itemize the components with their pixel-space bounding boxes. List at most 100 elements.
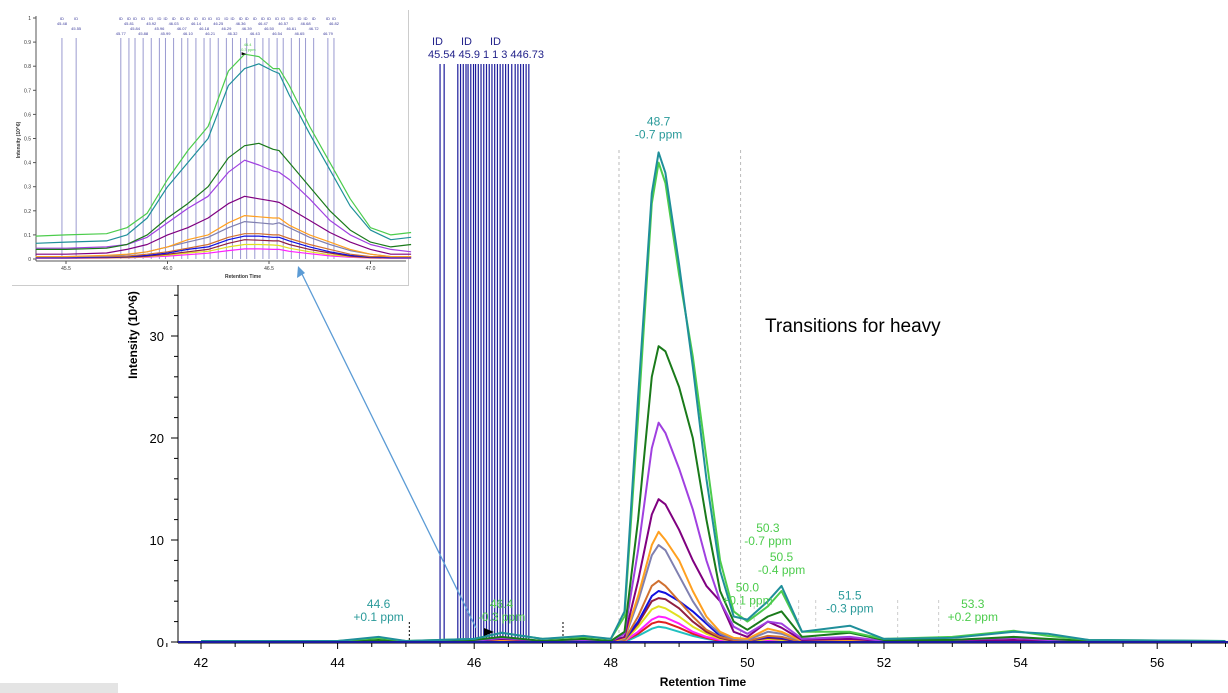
id-marker-label: 45.9 <box>459 49 480 61</box>
inset-id-time: 46.29 <box>221 26 232 31</box>
inset-series-line-8 <box>35 235 412 259</box>
peak-annotation: 50.3-0.7 ppm <box>744 521 791 548</box>
y-tick-label: 20 <box>150 431 164 446</box>
inset-id-time: 46.54 <box>272 31 283 36</box>
inset-id-label: ID <box>163 16 167 21</box>
transition-series-line-2 <box>201 345 1226 643</box>
peak-annotation: 50.0+0.1 ppm <box>722 580 772 607</box>
inset-id-label: ID <box>304 16 308 21</box>
inset-x-tick-label: 46.0 <box>163 266 173 272</box>
peak-ppm-label: -0.4 ppm <box>758 563 805 577</box>
inset-y-tick-label: 0.5 <box>24 137 31 143</box>
peak-ppm-label: +0.2 ppm <box>948 610 998 624</box>
inset-id-label: ID <box>224 16 228 21</box>
inset-id-label: ID <box>332 16 336 21</box>
id-marker-label: ID <box>490 36 501 48</box>
peak-annotation: 44.6+0.1 ppm <box>353 597 403 624</box>
x-tick-label: 52 <box>877 655 891 670</box>
inset-id-label: ID <box>74 16 78 21</box>
inset-id-time: 46.79 <box>323 31 334 36</box>
peak-annotation: 53.3+0.2 ppm <box>948 597 998 624</box>
id-marker-label: 446.73 <box>510 49 544 61</box>
peak-apex-marker <box>484 628 494 636</box>
inset-y-tick-label: 0.6 <box>24 112 31 118</box>
inset-id-time: 45.88 <box>138 31 149 36</box>
x-tick-label: 56 <box>1150 655 1164 670</box>
inset-y-tick-label: 0.1 <box>24 233 31 239</box>
inset-y-tick-label: 0.7 <box>24 88 31 94</box>
inset-id-label: ID <box>208 16 212 21</box>
callout-arrowhead-icon <box>297 266 305 278</box>
peak-ppm-label: -0.3 ppm <box>478 610 525 624</box>
inset-id-label: ID <box>127 16 131 21</box>
inset-apex-marker <box>241 52 247 56</box>
inset-id-label: ID <box>297 16 301 21</box>
inset-plot: 0 0.1 0.2 0.3 0.4 0.5 0.6 0.7 0.8 0.9 1 45.5 46.0 46.… <box>12 10 412 285</box>
callout-arrow-line <box>299 269 477 629</box>
inset-y-tick-label: 0.8 <box>24 64 31 70</box>
inset-series-line-1 <box>35 63 412 244</box>
inset-id-label: ID <box>186 16 190 21</box>
transition-series-line-0 <box>201 151 1226 642</box>
peak-ppm-label: -0.7 ppm <box>744 534 791 548</box>
inset-id-time: 46.61 <box>286 26 297 31</box>
inset-id-time: 46.07 <box>177 26 188 31</box>
inset-id-time: 46.36 <box>236 21 247 26</box>
inset-id-label: ID <box>245 16 249 21</box>
id-marker-label: 45.54 <box>428 49 456 61</box>
inset-id-label: ID <box>60 16 64 21</box>
inset-id-label: ID <box>312 16 316 21</box>
inset-x-axis-label: Retention Time <box>225 274 261 280</box>
peak-rt-label: 44.6 <box>367 597 391 611</box>
inset-y-tick-label: 1 <box>28 16 31 22</box>
y-tick-label: 10 <box>150 533 164 548</box>
inset-id-time: 45.55 <box>71 26 82 31</box>
peak-annotation: 48.7-0.7 ppm <box>635 114 682 141</box>
inset-id-label: ID <box>281 16 285 21</box>
x-tick-label: 44 <box>330 655 344 670</box>
inset-id-time: 45.92 <box>146 21 157 26</box>
inset-id-label: ID <box>133 16 137 21</box>
peak-ppm-label: -0.7 ppm <box>635 127 682 141</box>
inset-id-time: 46.50 <box>264 26 275 31</box>
inset-id-label: ID <box>180 16 184 21</box>
inset-id-label: ID <box>119 16 123 21</box>
peak-rt-label: 50.3 <box>756 521 780 535</box>
peak-ppm-label: -0.3 ppm <box>826 602 873 616</box>
peak-ppm-label: +0.1 ppm <box>722 593 772 607</box>
horizontal-scrollbar[interactable] <box>0 683 118 693</box>
y-axis-label: Intensity (10^6) <box>126 291 140 379</box>
inset-id-time: 46.57 <box>278 21 289 26</box>
inset-series-line-0 <box>35 53 412 237</box>
peak-annotation: 46.4-0.3 ppm <box>478 597 525 624</box>
x-axis-label: Retention Time <box>660 675 747 689</box>
inset-id-label: ID <box>141 16 145 21</box>
x-tick-label: 46 <box>467 655 481 670</box>
inset-id-label: ID <box>289 16 293 21</box>
inset-id-time: 46.18 <box>199 26 210 31</box>
inset-id-label: ID <box>149 16 153 21</box>
inset-id-time: 45.81 <box>124 21 135 26</box>
inset-id-label: ID <box>267 16 271 21</box>
inset-id-label: ID <box>216 16 220 21</box>
inset-id-label: ID <box>202 16 206 21</box>
inset-y-tick-label: 0.9 <box>24 40 31 46</box>
inset-x-tick-label: 45.5 <box>61 266 71 272</box>
transition-series-line-5 <box>201 530 1226 643</box>
inset-id-time: 46.10 <box>183 31 194 36</box>
inset-id-label: ID <box>194 16 198 21</box>
inset-y-tick-label: 0 <box>28 257 31 263</box>
inset-id-time: 46.43 <box>250 31 261 36</box>
inset-id-time: 45.96 <box>154 26 165 31</box>
x-tick-label: 42 <box>194 655 208 670</box>
inset-id-label: ID <box>157 16 161 21</box>
id-marker-label: 1 <box>492 49 498 61</box>
inset-peak-ppm-label: -0.3 ppm <box>240 47 256 52</box>
inset-id-label: ID <box>326 16 330 21</box>
peak-ppm-label: +0.1 ppm <box>353 610 403 624</box>
inset-y-tick-label: 0.3 <box>24 185 31 191</box>
inset-y-axis-label: Intensity (10^6) <box>16 121 22 158</box>
id-marker-label: ID <box>432 36 443 48</box>
inset-id-time: 46.25 <box>213 21 224 26</box>
